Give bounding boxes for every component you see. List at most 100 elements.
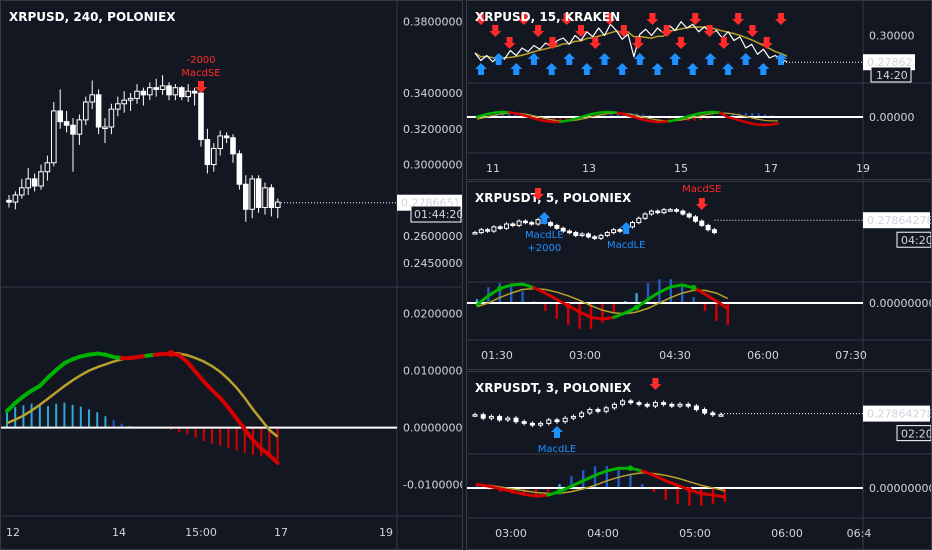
p5-chart-panel[interactable]: XRPUSDT, 5, POLONIEX 0.27864278 04:20 MacdS… xyxy=(466,181,932,370)
histogram-bar xyxy=(523,488,526,496)
histogram-bar xyxy=(652,488,656,492)
sell-arrow xyxy=(503,37,516,49)
histogram-bar xyxy=(38,404,41,428)
histogram-bar xyxy=(612,303,615,313)
histogram-bar xyxy=(668,117,670,120)
sell-arrow xyxy=(195,81,207,93)
sell-arrow xyxy=(575,25,587,37)
macd-line-segment xyxy=(640,469,656,477)
buy-arrow xyxy=(545,63,558,75)
macd-tick-label: 0.01000000 xyxy=(403,365,463,378)
xrpusdt-3-chart[interactable]: XRPUSDT, 3, POLONIEX 0.27864278 02:20 MacdL… xyxy=(467,372,932,550)
sell-arrow xyxy=(775,13,787,25)
signal-label-name: MacdSE xyxy=(682,184,721,195)
histogram-bar xyxy=(546,488,549,492)
candle xyxy=(63,121,70,126)
candle xyxy=(6,199,12,203)
histogram-bar xyxy=(641,484,644,488)
countdown-label: 01:44:20 xyxy=(414,208,463,221)
candle xyxy=(268,187,275,208)
macd-line-segment xyxy=(578,310,593,319)
xrpusdt-5-chart[interactable]: XRPUSDT, 5, POLONIEX 0.27864278 04:20 MacdS… xyxy=(467,182,932,370)
last-price-label-bg xyxy=(863,405,930,422)
candle xyxy=(579,233,585,236)
histogram-bar xyxy=(235,427,238,451)
candle xyxy=(718,414,724,417)
buy-arrow xyxy=(616,63,629,75)
price-tick-label: 0.38000000 xyxy=(403,16,463,29)
histogram-bar xyxy=(688,488,691,506)
histogram-bar xyxy=(544,303,547,311)
macd-line-segment xyxy=(714,299,730,310)
candle xyxy=(204,139,211,166)
histogram-bar xyxy=(715,303,718,321)
buy-arrow xyxy=(527,53,540,65)
candle xyxy=(644,403,650,407)
kraken-chart-panel[interactable]: XRPUSD, 15, KRAKEN 0.30000 0.27862 14:20 0.0… xyxy=(466,0,932,180)
candle xyxy=(680,210,686,215)
candle xyxy=(480,414,486,419)
candle xyxy=(491,226,497,232)
histogram-bar xyxy=(629,474,632,488)
histogram-bar xyxy=(558,484,561,488)
candle xyxy=(44,162,51,173)
sell-arrow xyxy=(717,37,730,49)
chart-title: XRPUSDT, 5, POLONIEX xyxy=(475,191,632,205)
candle xyxy=(667,209,673,212)
candle xyxy=(211,147,217,166)
candle xyxy=(108,108,115,128)
histogram-bar xyxy=(732,114,734,117)
histogram-bar xyxy=(514,113,517,117)
main-chart-panel[interactable]: XRPUSD, 240, POLONIEX 0.38000000 0.3400000… xyxy=(0,0,463,550)
sell-arrow xyxy=(475,13,487,25)
time-tick-label: 13 xyxy=(582,162,596,175)
histogram-bar xyxy=(96,412,99,428)
buy-arrow xyxy=(722,63,735,75)
histogram-bar xyxy=(47,405,49,428)
histogram-bar xyxy=(71,404,74,428)
sell-arrow xyxy=(695,198,708,210)
candle xyxy=(693,405,699,411)
histogram-bar xyxy=(593,466,597,488)
candle xyxy=(102,126,108,130)
signal-label-name: MacdLE xyxy=(607,240,646,251)
candle xyxy=(573,232,579,236)
last-price-label: 0.27864278 xyxy=(867,408,932,421)
candle xyxy=(249,178,255,210)
histogram-bar xyxy=(170,427,172,430)
histogram-bar xyxy=(112,420,115,428)
time-tick-label: 19 xyxy=(856,162,870,175)
time-tick-label: 06:00 xyxy=(747,349,779,362)
last-price-label-bg xyxy=(863,54,915,71)
candle xyxy=(76,119,83,135)
histogram-bar xyxy=(565,117,568,121)
candle xyxy=(560,227,566,232)
macd-line-segment xyxy=(600,315,616,321)
candle xyxy=(70,124,76,135)
main-chart[interactable]: XRPUSD, 240, POLONIEX 0.38000000 0.3400000… xyxy=(1,1,463,550)
p3-chart-panel[interactable]: XRPUSDT, 3, POLONIEX 0.27864278 02:20 MacdL… xyxy=(466,371,932,550)
histogram-bar xyxy=(570,476,573,488)
histogram-bar xyxy=(475,299,479,303)
countdown-box xyxy=(896,231,931,248)
last-price-label: 0.27862 xyxy=(867,56,913,69)
signal-line xyxy=(476,112,778,122)
buy-arrow xyxy=(757,63,770,75)
macd-line-segment xyxy=(543,291,559,301)
buy-arrow xyxy=(538,212,551,224)
candle xyxy=(57,110,64,123)
histogram-bar xyxy=(194,427,197,438)
candle xyxy=(636,217,642,224)
histogram-bar xyxy=(642,114,645,117)
candle xyxy=(630,222,635,228)
histogram-bar xyxy=(616,113,619,117)
sell-arrow xyxy=(675,37,687,49)
buy-arrow xyxy=(633,53,646,65)
candle xyxy=(677,403,683,407)
price-line xyxy=(474,21,788,63)
candle xyxy=(522,220,528,224)
histogram-bar xyxy=(552,117,555,121)
macd-line-segment xyxy=(593,469,609,477)
macd-cross-marker xyxy=(686,487,693,493)
